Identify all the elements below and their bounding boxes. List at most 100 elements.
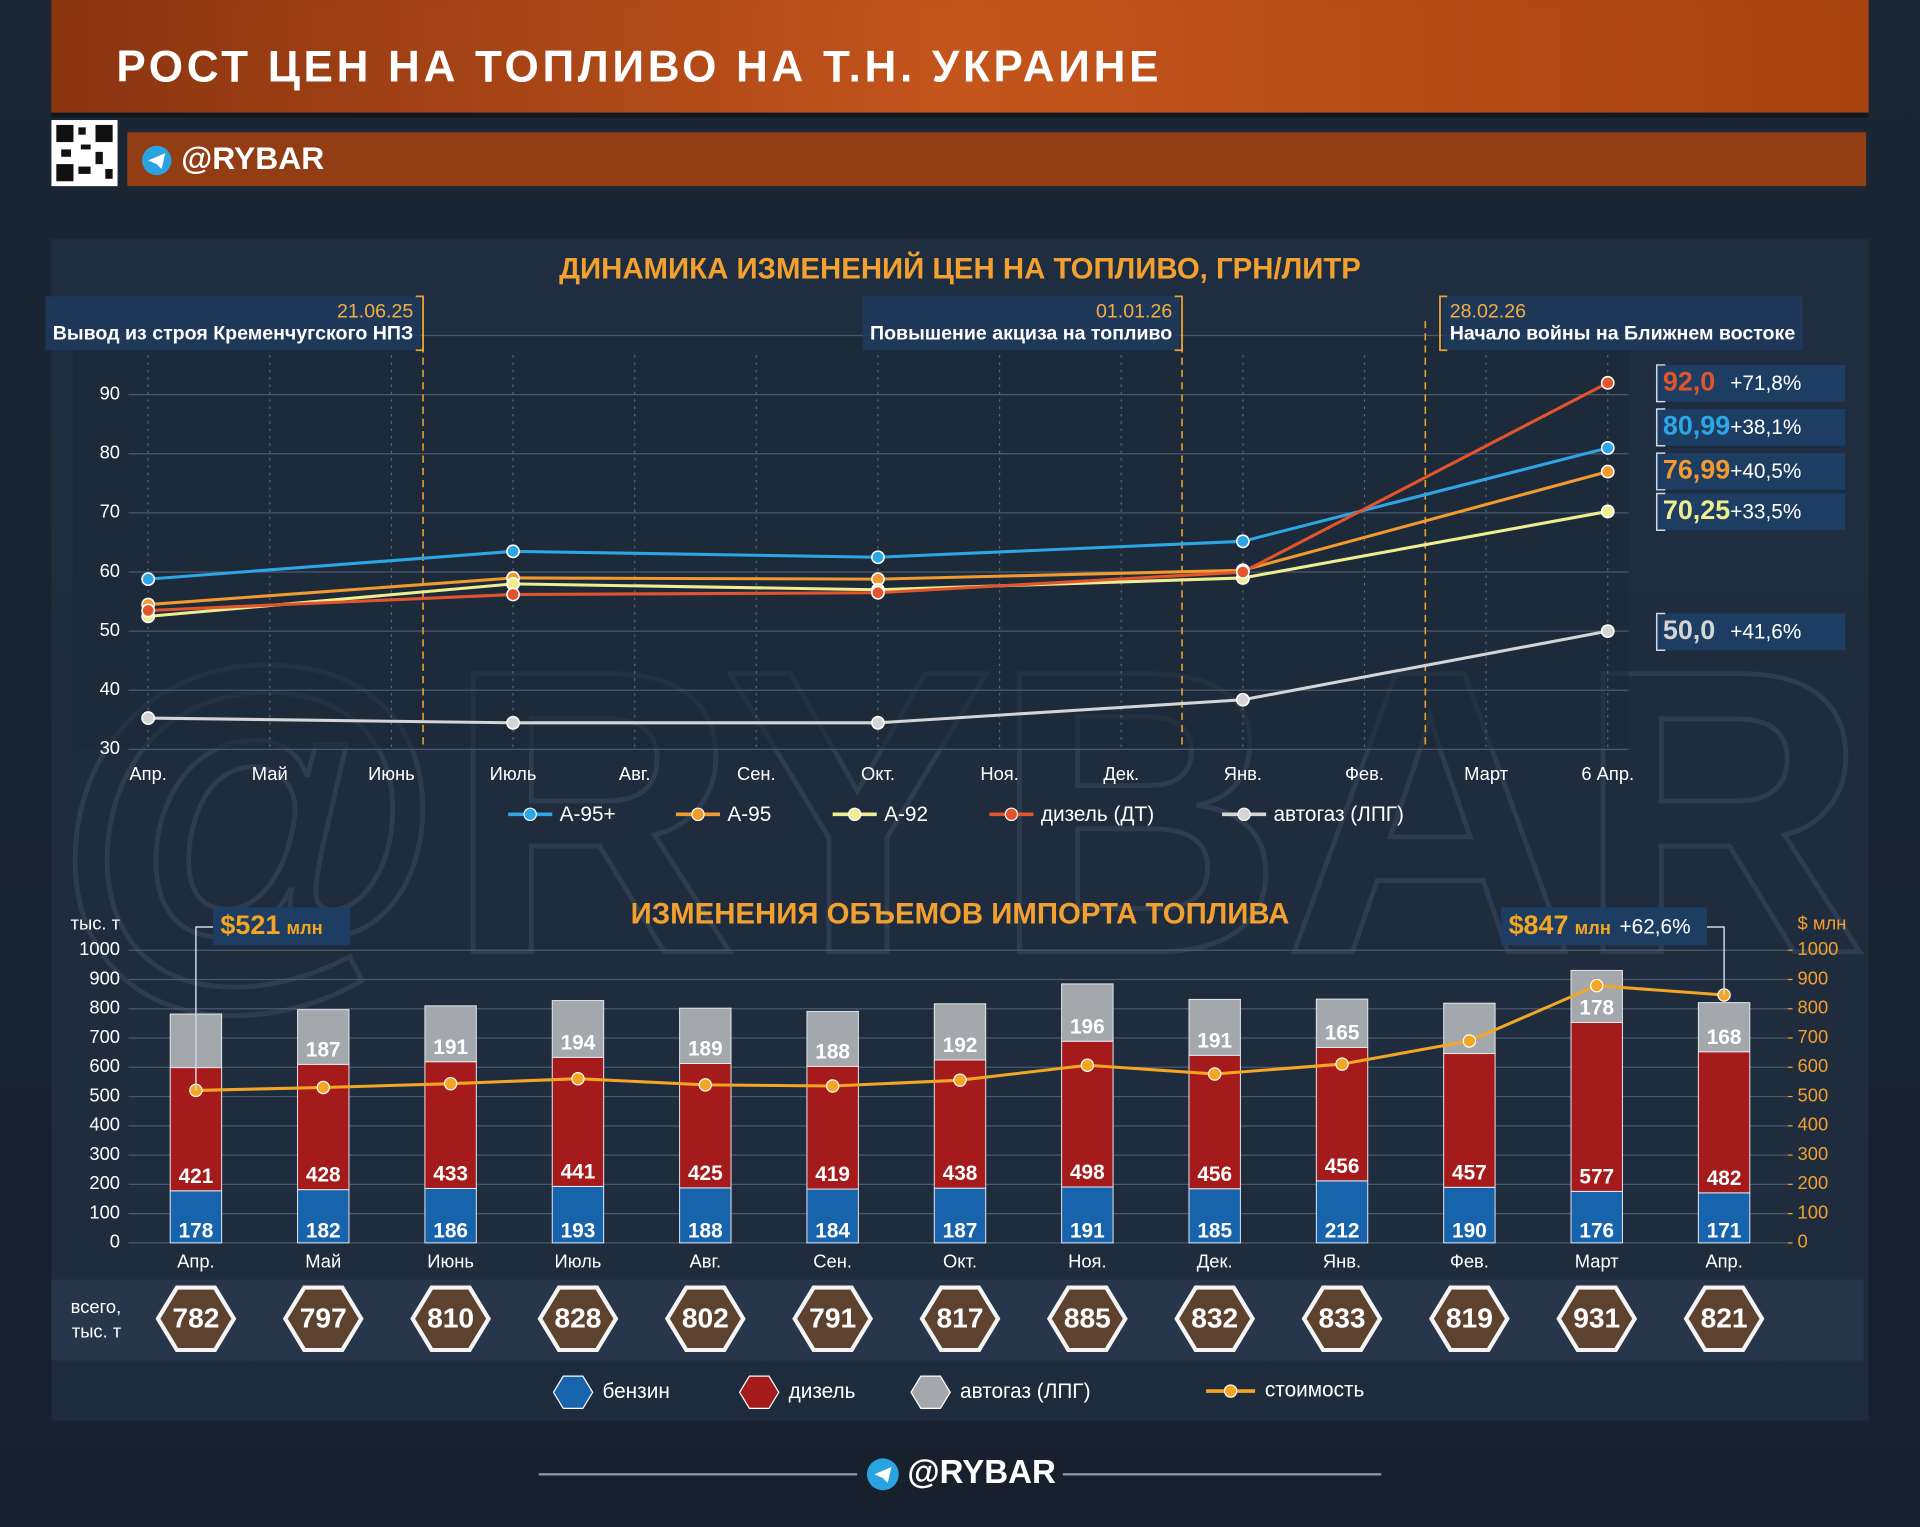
change-label: +38,1% xyxy=(1730,416,1801,439)
line-point xyxy=(141,603,156,618)
x-tick-label: Ноя. xyxy=(980,763,1019,784)
bar-segment xyxy=(551,1185,605,1244)
handle-band xyxy=(127,132,1867,187)
x-tick-label: Авг. xyxy=(690,1250,722,1271)
line-point xyxy=(1600,375,1615,390)
change-label: +41,6% xyxy=(1730,621,1801,644)
legend-label: автогаз (ЛПГ) xyxy=(1273,803,1404,826)
event-date: 01.01.26 xyxy=(1096,300,1172,322)
line-segment xyxy=(877,570,1243,595)
total-value: 797 xyxy=(300,1302,347,1333)
legend-label: дизель xyxy=(789,1380,856,1403)
total-hex xyxy=(1306,1289,1378,1349)
bar-segment xyxy=(1061,1186,1114,1244)
total-value: 931 xyxy=(1573,1302,1620,1333)
end-label-bracket xyxy=(1656,612,1666,651)
y-tick-label: 1000 xyxy=(79,938,120,959)
x-tick-label: Май xyxy=(305,1250,341,1271)
bar-value-label: 165 xyxy=(1325,1021,1360,1044)
cost-point xyxy=(316,1080,330,1095)
end-label-box xyxy=(1655,409,1846,446)
end-value-label: 76,99 xyxy=(1663,455,1730,485)
bar-value-label: 191 xyxy=(433,1036,468,1059)
cost-point xyxy=(1335,1057,1349,1071)
total-hex xyxy=(1561,1289,1633,1349)
event-box xyxy=(1442,296,1803,351)
line-segment xyxy=(513,576,878,581)
end-label-box xyxy=(1655,453,1846,490)
x-tick-label: Март xyxy=(1575,1250,1620,1271)
bar-segment xyxy=(297,1009,350,1065)
cost-bracket xyxy=(195,926,214,1091)
line-point xyxy=(141,572,156,587)
line-segment xyxy=(877,698,1243,725)
y2-tick-label: 0 xyxy=(1798,1231,1808,1252)
y-tick-label: 50 xyxy=(100,619,120,640)
event-date: 28.02.26 xyxy=(1450,300,1526,322)
x-tick-label: Авг. xyxy=(619,763,651,784)
y-axis-label: тыс. т xyxy=(71,912,121,933)
end-label-bracket xyxy=(1656,364,1666,403)
line-segment xyxy=(148,716,514,725)
legend-label: А-95+ xyxy=(560,803,616,826)
x-tick-label: Окт. xyxy=(861,763,895,784)
line-segment xyxy=(513,549,878,559)
totals-label: всего, тыс. т xyxy=(71,1296,122,1341)
change-label: +62,6% xyxy=(1620,916,1691,939)
bar-segment xyxy=(1315,1180,1369,1244)
cost-point xyxy=(1080,1058,1095,1072)
line-segment xyxy=(1242,509,1609,580)
y2-tick-label: 900 xyxy=(1798,967,1829,988)
y2-tick-label: 400 xyxy=(1798,1114,1829,1135)
y-tick-label: 100 xyxy=(89,1201,120,1222)
y2-tick-label: 700 xyxy=(1798,1026,1829,1047)
bar-value-label: 191 xyxy=(1197,1029,1232,1052)
bar-value-label: 438 xyxy=(943,1162,978,1185)
cost-unit-label: млн xyxy=(1575,917,1611,938)
bar-value-label: 191 xyxy=(1070,1219,1105,1242)
y-tick-label: 500 xyxy=(89,1084,120,1105)
legend-label: А-95 xyxy=(727,803,771,826)
total-value: 832 xyxy=(1191,1302,1238,1333)
bar-value-label: 185 xyxy=(1197,1219,1232,1242)
x-tick-label: Апр. xyxy=(177,1250,215,1271)
total-hex xyxy=(1051,1289,1123,1349)
total-hex xyxy=(669,1289,741,1349)
total-hex xyxy=(287,1289,359,1349)
cost-point xyxy=(698,1078,713,1092)
line-point xyxy=(1600,624,1615,639)
total-value: 810 xyxy=(427,1302,474,1333)
total-hex xyxy=(797,1289,869,1349)
chart-title: ИЗМЕНЕНИЯ ОБЪЕМОВ ИМПОРТА ТОПЛИВА xyxy=(631,898,1290,931)
bar-segment xyxy=(1570,1022,1623,1192)
x-tick-label: 6 Апр. xyxy=(1581,763,1634,784)
bar-segment xyxy=(297,1189,350,1244)
cost-point xyxy=(1590,978,1604,993)
cost-bracket xyxy=(1706,926,1725,996)
event-bracket xyxy=(1174,295,1183,352)
y-tick-label: 400 xyxy=(89,1114,120,1135)
bar-value-label: 457 xyxy=(1452,1161,1487,1184)
end-value-label: 70,25 xyxy=(1663,495,1730,525)
line-point xyxy=(1235,692,1250,707)
line-segment xyxy=(513,582,878,592)
bar-value-label: 168 xyxy=(1707,1026,1742,1049)
legend-swatch xyxy=(847,807,862,822)
x-tick-label: Дек. xyxy=(1103,763,1139,784)
legend-swatch xyxy=(910,1375,951,1410)
x-tick-label: Апр. xyxy=(129,763,167,784)
cost-point xyxy=(1462,1034,1477,1048)
x-tick-label: Фев. xyxy=(1450,1250,1489,1271)
line-segment xyxy=(1242,629,1609,702)
bar-value-label: 456 xyxy=(1325,1155,1360,1178)
bar-segment xyxy=(1188,1188,1241,1244)
legend-swatch xyxy=(523,807,537,822)
line-point xyxy=(871,550,885,565)
line-point xyxy=(1600,464,1615,479)
bar-segment xyxy=(1443,1053,1496,1188)
bar-value-label: 190 xyxy=(1452,1219,1487,1242)
line-segment xyxy=(148,592,514,613)
bar-value-label: 182 xyxy=(306,1219,341,1242)
legend-label: дизель (ДТ) xyxy=(1041,803,1154,826)
